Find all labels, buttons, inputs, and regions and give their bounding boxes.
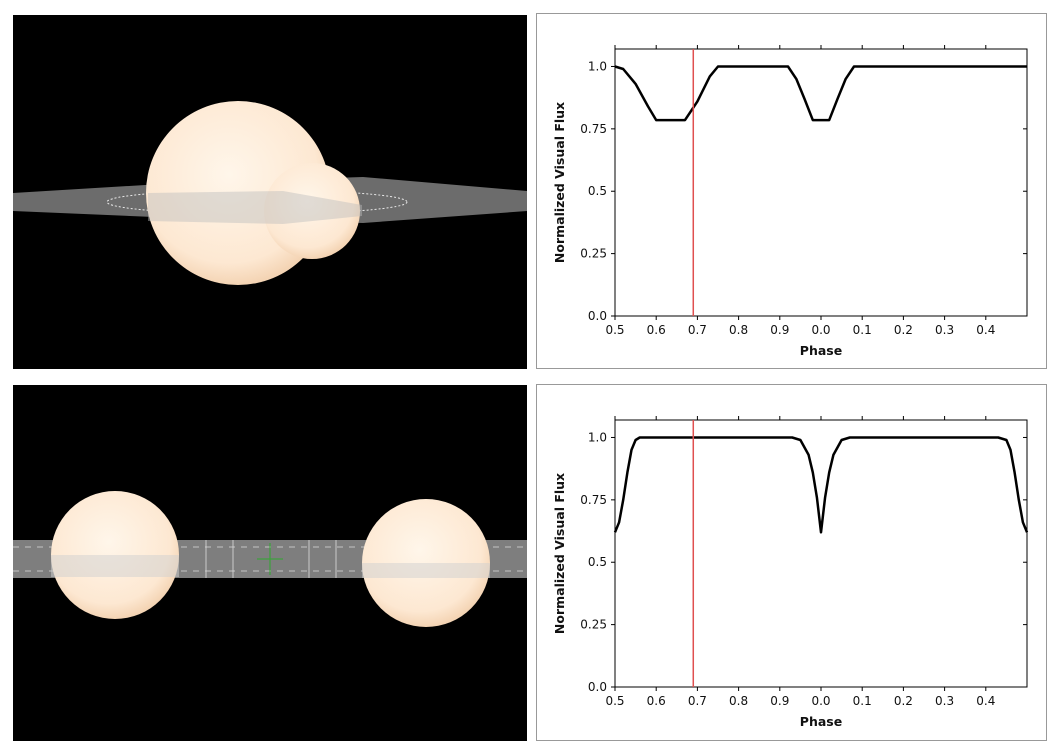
light-curve-line — [614, 65, 1027, 122]
plot-frame — [614, 419, 1028, 688]
x-tick-label: 0.0 — [811, 694, 830, 708]
orbit-view-top-canvas — [13, 101, 527, 285]
light-curve-chart-bottom: 0.0 0.25 0.5 0.75 1.0 0.5 0.6 0.7 0.8 0.9 0.0 0.1 0.… — [552, 416, 1029, 729]
orbit-view-bottom[interactable] — [13, 385, 527, 741]
x-tick-label: 0.8 — [729, 323, 748, 337]
y-axis-label: Normalized Visual Flux — [552, 102, 567, 263]
x-tick-label: 0.6 — [647, 694, 666, 708]
y-tick-label: 0.0 — [588, 309, 607, 323]
orbit-path — [106, 189, 408, 215]
secondary-star — [264, 163, 360, 259]
y-tick-label: 0.25 — [580, 618, 607, 632]
x-tick-label: 0.1 — [853, 323, 872, 337]
light-curve-line — [613, 436, 1029, 534]
y-axis-label: Normalized Visual Flux — [552, 473, 567, 634]
x-tick-label: 0.5 — [605, 323, 624, 337]
y-tick-label: 1.0 — [588, 430, 607, 444]
x-tick-label: 0.9 — [770, 323, 789, 337]
x-axis-label: Phase — [800, 714, 842, 729]
y-tick-label: 0.75 — [580, 493, 607, 507]
y-tick-label: 0.25 — [580, 247, 607, 261]
light-curve-panel-top: 0.0 0.25 0.5 0.75 1.0 0.5 0.6 0.7 0.8 0.9 0.0 0.1 0.… — [536, 13, 1047, 369]
orbit-view-top[interactable] — [13, 15, 527, 369]
x-tick-label: 0.3 — [935, 323, 954, 337]
y-tick-label: 0.0 — [588, 680, 607, 694]
x-tick-label: 0.9 — [770, 694, 789, 708]
x-tick-label: 0.0 — [811, 323, 830, 337]
y-tick-label: 0.75 — [580, 122, 607, 136]
x-tick-label: 0.1 — [853, 694, 872, 708]
x-tick-label: 0.7 — [688, 694, 707, 708]
x-tick-label: 0.4 — [976, 694, 995, 708]
x-axis-label: Phase — [800, 343, 842, 358]
x-tick-label: 0.5 — [605, 694, 624, 708]
x-tick-label: 0.2 — [894, 694, 913, 708]
light-curve-chart-top: 0.0 0.25 0.5 0.75 1.0 0.5 0.6 0.7 0.8 0.9 0.0 0.1 0.… — [552, 45, 1028, 358]
orbital-plane-front — [148, 191, 362, 224]
y-tick-label: 1.0 — [588, 59, 607, 73]
x-tick-label: 0.8 — [729, 694, 748, 708]
y-tick-label: 0.5 — [588, 555, 607, 569]
x-tick-label: 0.2 — [894, 323, 913, 337]
light-curve-panel-bottom: 0.0 0.25 0.5 0.75 1.0 0.5 0.6 0.7 0.8 0.9 0.0 0.1 0.… — [536, 384, 1047, 741]
x-tick-label: 0.6 — [647, 323, 666, 337]
plot-frame — [614, 48, 1028, 317]
x-tick-label: 0.7 — [688, 323, 707, 337]
y-tick-label: 0.5 — [588, 184, 607, 198]
orbit-view-bottom-canvas — [13, 491, 527, 627]
center-of-mass-icon — [257, 543, 283, 575]
x-tick-label: 0.3 — [935, 694, 954, 708]
x-tick-label: 0.4 — [976, 323, 995, 337]
